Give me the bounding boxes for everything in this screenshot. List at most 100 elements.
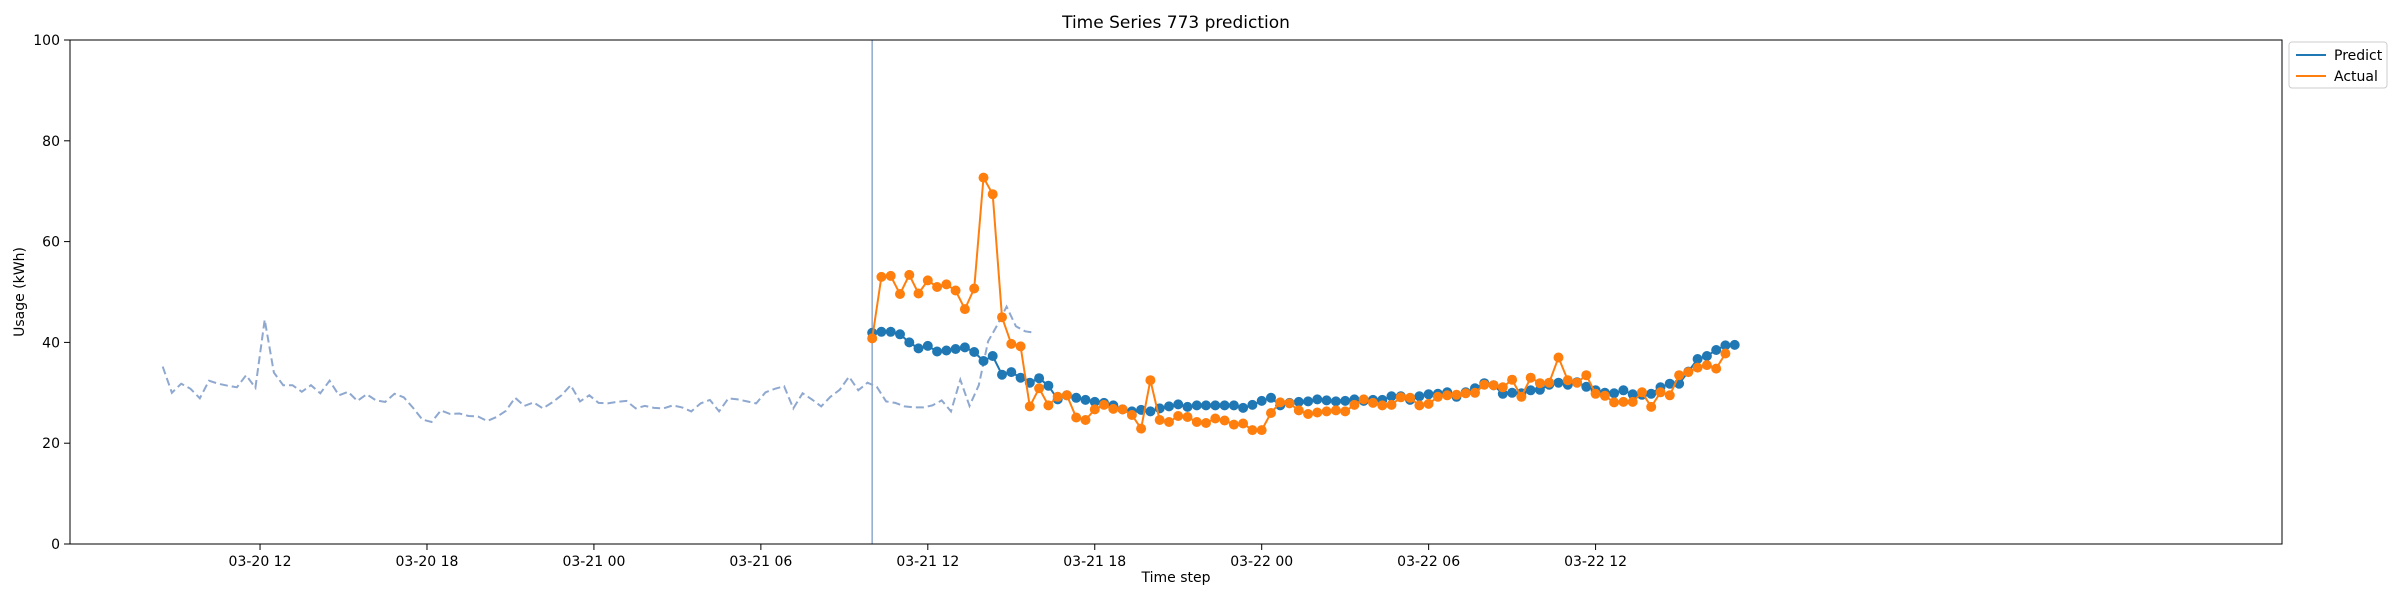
y-tick-label: 40 [42, 335, 60, 351]
actual-point [1683, 367, 1694, 378]
actual-point [1238, 418, 1249, 429]
actual-point [1034, 383, 1045, 394]
predict-point [1145, 406, 1156, 417]
actual-point [1006, 338, 1017, 349]
actual-point [1553, 352, 1564, 363]
x-tick-label: 03-21 12 [896, 554, 959, 570]
predict-point [1646, 388, 1657, 399]
actual-point [1442, 390, 1453, 401]
legend-actual-label: Actual [2334, 69, 2378, 85]
actual-point [932, 282, 943, 292]
predict-point [1219, 400, 1230, 411]
actual-point [1525, 372, 1536, 383]
predict-point [1627, 389, 1638, 400]
actual-point [1618, 396, 1629, 407]
actual-point [1562, 375, 1573, 386]
predict-point [1080, 394, 1091, 405]
actual-point [1312, 407, 1323, 418]
actual-point [1099, 399, 1109, 410]
predict-point [885, 326, 896, 337]
actual-point [1581, 370, 1592, 381]
predict-point [1609, 388, 1620, 399]
predict-point [1414, 391, 1425, 402]
actual-point [1377, 400, 1388, 411]
predict-point [950, 344, 961, 354]
actual-point [1479, 379, 1490, 390]
y-axis: 0 20 40 60 80 100 [33, 33, 70, 553]
actual-point [1117, 404, 1128, 415]
predict-point [1266, 392, 1276, 403]
actual-point [978, 172, 989, 183]
predict-point [1581, 381, 1592, 392]
actual-point [1655, 387, 1666, 398]
predict-point [941, 345, 952, 356]
predict-point [913, 343, 924, 354]
actual-point [876, 271, 887, 282]
predict-point [1553, 377, 1564, 388]
predict-point [1423, 389, 1434, 400]
actual-point [1284, 398, 1295, 409]
actual-point [1043, 400, 1054, 411]
actual-point [987, 189, 998, 200]
predict-point [1256, 395, 1267, 406]
legend: Predict Actual [2288, 41, 2388, 89]
actual-point [1432, 391, 1443, 402]
actual-point [1024, 401, 1035, 412]
predict-point [1340, 395, 1351, 406]
actual-point [1488, 380, 1499, 391]
actual-point [1228, 419, 1239, 430]
actual-point [1507, 374, 1518, 385]
predict-point [932, 346, 943, 357]
actual-point [1330, 405, 1341, 416]
x-tick-label: 03-21 18 [1063, 554, 1126, 570]
predict-point [1182, 401, 1193, 412]
actual-point [1497, 382, 1508, 393]
actual-point [1627, 396, 1638, 407]
actual-point [904, 269, 915, 280]
actual-point [1191, 417, 1202, 427]
predict-point [895, 329, 905, 340]
predict-point [876, 326, 887, 337]
actual-point [1108, 403, 1119, 414]
actual-point [1126, 410, 1137, 420]
predict-point [969, 347, 980, 357]
actual-point [1015, 341, 1026, 352]
actual-point [1405, 392, 1416, 403]
chart-title: Time Series 773 prediction [1061, 13, 1290, 33]
predict-point [959, 342, 970, 353]
actual-point [1145, 375, 1156, 386]
actual-point [1423, 398, 1434, 409]
actual-point [1201, 418, 1211, 428]
predict-point [1238, 402, 1249, 413]
actual-point [997, 312, 1007, 323]
predict-point [1247, 399, 1258, 410]
y-tick-label: 60 [42, 235, 60, 251]
predict-point [1330, 396, 1341, 407]
actual-point [1089, 404, 1100, 415]
plot-area [161, 40, 1740, 544]
predict-point [997, 369, 1007, 380]
predict-point [1006, 367, 1017, 378]
actual-point [1414, 400, 1425, 411]
actual-point [1210, 413, 1221, 424]
predict-point [1729, 339, 1740, 350]
actual-point [1080, 415, 1091, 425]
actual-point [1451, 389, 1462, 400]
actual-point [1664, 390, 1675, 401]
actual-point [950, 285, 961, 296]
actual-point [1071, 412, 1082, 423]
actual-point [1368, 397, 1378, 408]
actual-point [1154, 415, 1165, 425]
actual-point [867, 333, 878, 344]
predict-point [1692, 354, 1703, 364]
x-tick-label: 03-22 00 [1230, 554, 1293, 570]
actual-point [941, 279, 952, 290]
actual-point [895, 289, 905, 299]
predict-point [1164, 401, 1174, 412]
actual-point [1395, 392, 1406, 403]
x-axis-label: Time step [1141, 570, 1211, 586]
y-tick-label: 100 [33, 33, 60, 49]
x-tick-label: 03-22 06 [1397, 554, 1460, 570]
actual-point [959, 304, 970, 315]
